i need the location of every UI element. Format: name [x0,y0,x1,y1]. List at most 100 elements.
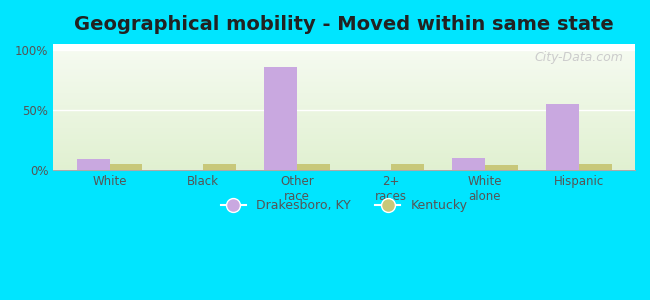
Bar [53,162,635,163]
Bar [53,138,635,139]
Bar [53,74,635,75]
Bar [53,94,635,96]
Bar [53,140,635,141]
Bar [53,147,635,148]
Bar [53,106,635,108]
Legend: Drakesboro, KY, Kentucky: Drakesboro, KY, Kentucky [216,194,473,217]
Bar [53,160,635,162]
Bar [53,96,635,97]
Bar [53,117,635,119]
Bar [53,129,635,130]
Bar [53,150,635,151]
Bar [53,168,635,169]
Bar [578,164,612,170]
Bar [53,115,635,116]
Bar [53,120,635,121]
Bar [53,87,635,88]
Bar [53,97,635,98]
Bar [53,169,635,170]
Bar [53,103,635,104]
Bar [53,154,635,156]
Bar [53,56,635,57]
Bar [53,156,635,157]
Bar [53,98,635,99]
Bar [53,92,635,93]
Bar [77,159,110,170]
Bar [53,63,635,64]
Text: City-Data.com: City-Data.com [534,52,623,64]
Bar [110,164,142,170]
Bar [53,158,635,159]
Bar [53,57,635,58]
Bar [53,55,635,56]
Bar [53,99,635,101]
Bar [53,122,635,123]
Bar [53,58,635,59]
Bar [53,164,635,165]
Bar [53,124,635,126]
Bar [53,133,635,134]
Bar [53,157,635,158]
Bar [53,50,635,51]
Bar [53,51,635,52]
Bar [53,130,635,132]
Bar [53,110,635,111]
Bar [53,136,635,138]
Bar [53,139,635,140]
Bar [53,121,635,122]
Bar [53,112,635,114]
Bar [53,159,635,160]
Bar [53,114,635,115]
Bar [53,78,635,79]
Bar [53,91,635,92]
Bar [53,67,635,68]
Bar [53,153,635,154]
Bar [53,104,635,105]
Bar [53,134,635,135]
Bar [53,93,635,94]
Bar [53,163,635,164]
Bar [53,165,635,166]
Bar [53,86,635,87]
Bar [53,145,635,146]
Bar [53,152,635,153]
Bar [53,116,635,117]
Bar [53,80,635,81]
Bar [53,59,635,61]
Bar [53,148,635,150]
Bar [53,61,635,62]
Bar [53,132,635,133]
Bar [53,146,635,147]
Bar [53,73,635,74]
Bar [53,167,635,168]
Bar [265,67,297,170]
Bar [53,144,635,145]
Bar [53,100,635,102]
Bar [53,85,635,86]
Bar [53,141,635,142]
Bar [53,64,635,65]
Bar [53,135,635,136]
Bar [53,127,635,128]
Bar [53,52,635,53]
Bar [53,68,635,69]
Bar [53,109,635,110]
Bar [53,151,635,152]
Title: Geographical mobility - Moved within same state: Geographical mobility - Moved within sam… [74,15,614,34]
Bar [203,164,236,170]
Bar [53,79,635,80]
Bar [53,102,635,103]
Bar [53,70,635,72]
Bar [53,111,635,112]
Bar [53,65,635,67]
Bar [53,69,635,70]
Bar [53,90,635,91]
Bar [53,105,635,106]
Bar [391,164,424,170]
Bar [53,126,635,127]
Bar [53,142,635,144]
Bar [53,76,635,78]
Bar [53,88,635,90]
Bar [485,165,517,170]
Bar [53,81,635,83]
